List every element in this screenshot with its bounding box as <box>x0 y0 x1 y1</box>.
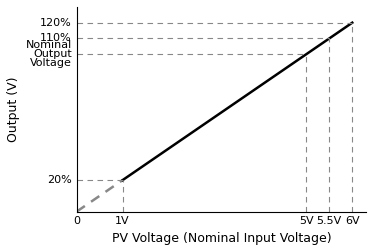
Y-axis label: Output (V): Output (V) <box>7 77 20 142</box>
X-axis label: PV Voltage (Nominal Input Voltage): PV Voltage (Nominal Input Voltage) <box>112 232 331 245</box>
